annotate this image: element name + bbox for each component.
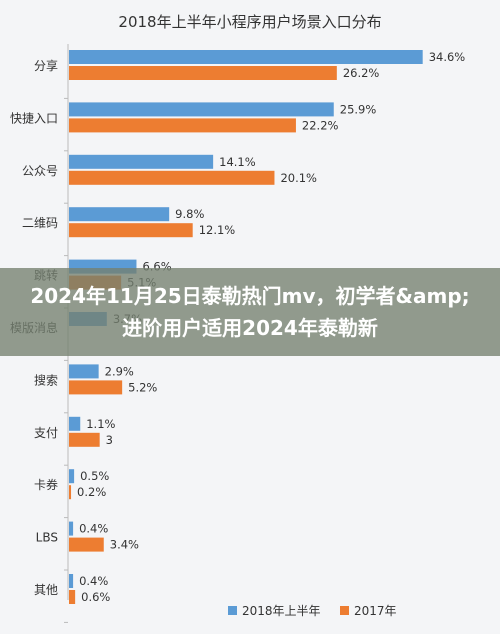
category-label: 快捷入口 bbox=[10, 111, 58, 125]
bar bbox=[69, 66, 337, 80]
chart-title: 2018年上半年小程序用户场景入口分布 bbox=[118, 13, 381, 31]
bar bbox=[69, 590, 76, 604]
category-label: 公众号 bbox=[22, 164, 58, 178]
data-label: 2.9% bbox=[105, 364, 134, 378]
bar bbox=[69, 207, 170, 222]
overlay-title: 2024年11月25日泰勒热门mv，初学者&amp;进阶用户适用2024年泰勒新 bbox=[30, 284, 470, 340]
bar bbox=[69, 380, 123, 395]
bar bbox=[69, 537, 104, 552]
data-label: 14.1% bbox=[219, 155, 256, 169]
data-label: 0.4% bbox=[79, 574, 108, 588]
bar bbox=[69, 432, 100, 447]
bar bbox=[69, 170, 275, 185]
data-label: 9.8% bbox=[175, 207, 204, 221]
data-label: 1.1% bbox=[86, 417, 115, 431]
bar bbox=[69, 154, 214, 169]
data-label: 5.2% bbox=[128, 380, 157, 394]
overlay-banner: 2024年11月25日泰勒热门mv，初学者&amp;进阶用户适用2024年泰勒新 bbox=[0, 268, 500, 356]
data-label: 0.2% bbox=[77, 485, 106, 499]
bar bbox=[69, 574, 74, 588]
bar bbox=[69, 416, 81, 431]
data-label: 3.4% bbox=[110, 538, 139, 552]
data-label: 0.5% bbox=[80, 469, 109, 483]
category-label: 其他 bbox=[34, 583, 58, 597]
category-label: 搜索 bbox=[34, 372, 58, 387]
data-label: 0.4% bbox=[79, 522, 108, 536]
bar bbox=[69, 364, 99, 379]
data-label: 12.1% bbox=[199, 223, 236, 237]
legend-label: 2017年 bbox=[354, 604, 397, 618]
data-label: 26.2% bbox=[343, 66, 380, 80]
category-label: 分享 bbox=[34, 58, 58, 73]
category-label: 卡券 bbox=[34, 477, 58, 492]
data-label: 25.9% bbox=[340, 102, 377, 116]
bar bbox=[69, 469, 75, 484]
bar bbox=[69, 102, 334, 117]
data-label: 34.6% bbox=[429, 50, 466, 64]
legend-label: 2018年上半年 bbox=[242, 604, 321, 618]
bar bbox=[69, 50, 423, 64]
data-label: 20.1% bbox=[280, 171, 317, 185]
category-label: 支付 bbox=[34, 426, 58, 440]
category-label: LBS bbox=[36, 531, 58, 545]
legend-swatch bbox=[228, 606, 237, 615]
data-label: 0.6% bbox=[81, 590, 110, 604]
bar bbox=[69, 223, 193, 238]
category-label: 二维码 bbox=[22, 216, 58, 230]
legend-swatch bbox=[340, 606, 349, 615]
bar bbox=[69, 485, 72, 500]
data-label: 22.2% bbox=[302, 118, 339, 132]
bar bbox=[69, 521, 74, 536]
bar bbox=[69, 118, 296, 133]
data-label: 3 bbox=[106, 433, 113, 447]
